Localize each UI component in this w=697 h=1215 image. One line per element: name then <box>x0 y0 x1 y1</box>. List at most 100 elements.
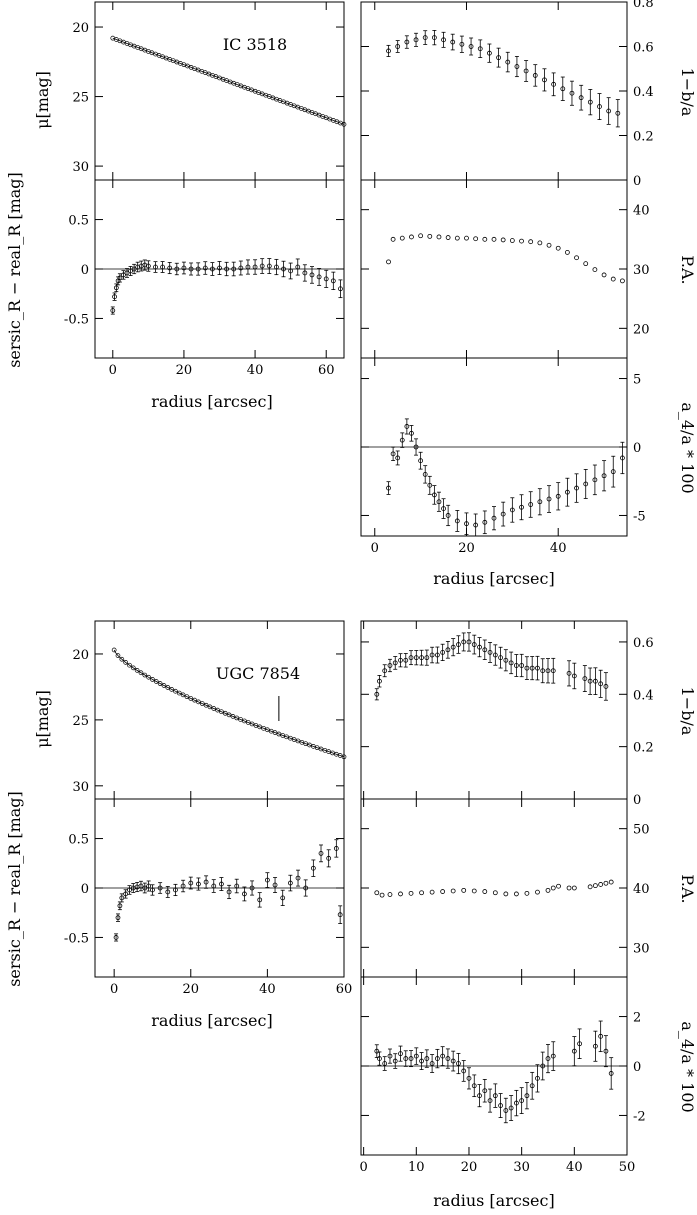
galaxy-0-a4-point <box>610 469 616 475</box>
galaxy-0-pa-point <box>386 259 391 265</box>
galaxy-0-a4-point <box>413 444 419 450</box>
galaxy-1-a4-point <box>492 1093 498 1099</box>
galaxy-1-sb-point <box>199 701 205 706</box>
galaxy-0-pa-ylabel: P.A. <box>678 255 697 284</box>
galaxy-1-a4-point <box>477 1093 482 1099</box>
galaxy-1-sb-point <box>226 712 232 718</box>
galaxy-0-ell-point <box>477 46 483 52</box>
galaxy-1-ell-point <box>603 684 609 689</box>
galaxy-0-pa-point <box>390 236 396 242</box>
galaxy-0-pa-point <box>528 239 534 245</box>
galaxy-0-res-point <box>160 264 165 270</box>
galaxy-1-a4-point <box>535 1075 540 1081</box>
galaxy-0-a4-point <box>583 481 589 487</box>
galaxy-1-ell-point <box>582 676 588 681</box>
galaxy-0-res-point <box>153 264 158 270</box>
galaxy-1-a4-point <box>487 1098 493 1104</box>
galaxy-0-res-point <box>323 276 329 282</box>
galaxy-0-res-xtick-label: 0 <box>109 363 117 378</box>
galaxy-0-name: IC 3518 <box>223 35 287 54</box>
galaxy-0-a4-point <box>386 485 391 491</box>
galaxy-1-res-point <box>333 846 339 851</box>
galaxy-0-pa-point <box>454 235 460 241</box>
galaxy-1-ell-point <box>445 647 451 653</box>
galaxy-1-sb-point <box>219 709 224 715</box>
galaxy-1-a4-point <box>445 1056 451 1061</box>
galaxy-0-res-ytick-label: 0 <box>81 263 89 278</box>
galaxy-0-res-point <box>128 268 133 274</box>
galaxy-0-ell-point <box>441 37 446 43</box>
galaxy-1-res-point <box>150 887 155 893</box>
galaxy-0-sb-points <box>110 35 347 127</box>
galaxy-0-res-point <box>295 264 301 270</box>
galaxy-1-ell-point <box>387 663 393 668</box>
galaxy-1-res-point <box>234 883 240 889</box>
galaxy-0-ell-point <box>413 37 419 43</box>
galaxy-0-a4-point <box>454 518 460 524</box>
galaxy-1-res-point <box>180 883 186 889</box>
galaxy-0-ell-ytick-label: 0.2 <box>633 130 654 145</box>
galaxy-1-pa-ytick-label: 50 <box>633 823 650 838</box>
galaxy-0-pa-ytick-label: 30 <box>633 263 650 278</box>
galaxy-1-res-point <box>165 889 171 895</box>
galaxy-0-a4-ytick-label: 0 <box>633 441 641 456</box>
galaxy-0-a4-point <box>546 496 552 502</box>
galaxy-1-sb-point <box>222 710 228 716</box>
galaxy-1-res-point <box>173 887 178 893</box>
galaxy-1-ell-point <box>419 655 424 661</box>
galaxy-1-pa-ytick-label: 40 <box>633 882 650 897</box>
galaxy-0-pa-point <box>482 236 488 242</box>
galaxy-1-sb-point <box>138 670 144 676</box>
galaxy-1-a4-point <box>387 1053 393 1059</box>
galaxy-0-a4-point <box>574 485 579 491</box>
galaxy-1-sb-point <box>130 665 136 671</box>
galaxy-1-ell-point <box>398 657 403 663</box>
galaxy-1-ell-point <box>550 668 556 674</box>
galaxy-1-a4-point <box>374 1048 380 1054</box>
galaxy-0-res-xtick-label: 60 <box>318 363 335 378</box>
galaxy-1-ell-point <box>403 657 409 663</box>
galaxy-0-pa-points <box>386 233 625 284</box>
galaxy-1-ell-point <box>566 670 572 676</box>
galaxy-0-pa-point <box>464 235 469 241</box>
galaxy-1-a4-point <box>598 1033 604 1039</box>
galaxy-1-a4-xtick-label: 30 <box>513 1160 530 1175</box>
galaxy-1-ell-point <box>461 639 467 645</box>
galaxy-1-ell-point <box>545 668 551 674</box>
galaxy-1-sb-point <box>245 720 251 725</box>
galaxy-1-pa-point <box>535 889 540 895</box>
galaxy-0-sb-ylabel: μ[mag] <box>33 71 52 129</box>
galaxy-1-res-point <box>249 885 255 891</box>
galaxy-0-res-point <box>202 265 208 271</box>
galaxy-1-res-point <box>127 887 132 893</box>
galaxy-0-res-point <box>209 266 215 272</box>
galaxy-1-pa-frame <box>360 798 628 978</box>
galaxy-1-a4-point <box>603 1048 609 1054</box>
galaxy-1-sb-ylabel: μ[mag] <box>33 690 52 748</box>
galaxy-1-ell-point <box>482 647 488 653</box>
galaxy-1-res-ytick-label: 0 <box>81 882 89 897</box>
galaxy-0-a4-point <box>537 499 543 505</box>
galaxy-1-a4-point <box>450 1058 456 1064</box>
galaxy-1-res-point <box>196 881 201 887</box>
galaxy-1-ell-point <box>524 665 530 671</box>
galaxy-0-ell-point <box>487 50 492 56</box>
galaxy-1-ell-ytick-label: 0.2 <box>633 741 654 756</box>
galaxy-1-a4-point <box>577 1041 582 1047</box>
galaxy-1-ell-point <box>540 668 546 674</box>
galaxy-0-res-point <box>181 265 187 271</box>
galaxy-1-ell-point <box>471 642 477 647</box>
galaxy-1-ell-point <box>587 678 593 684</box>
galaxy-0-res-point <box>110 308 116 313</box>
galaxy-1-pa-point <box>379 892 385 898</box>
galaxy-0-ell-point <box>578 95 584 101</box>
galaxy-1-res-point <box>219 881 224 887</box>
galaxy-1-ell-point <box>377 678 382 684</box>
galaxy-1-a4-point <box>440 1053 446 1059</box>
galaxy-1-a4-point <box>419 1058 424 1064</box>
galaxy-0-a4-point <box>500 511 506 517</box>
galaxy-0-res-point <box>174 266 180 272</box>
galaxy-0-ell-ytick-label: 0.8 <box>633 0 654 11</box>
galaxy-0-ell-point <box>569 90 575 96</box>
galaxy-1-sb-point <box>203 702 209 708</box>
